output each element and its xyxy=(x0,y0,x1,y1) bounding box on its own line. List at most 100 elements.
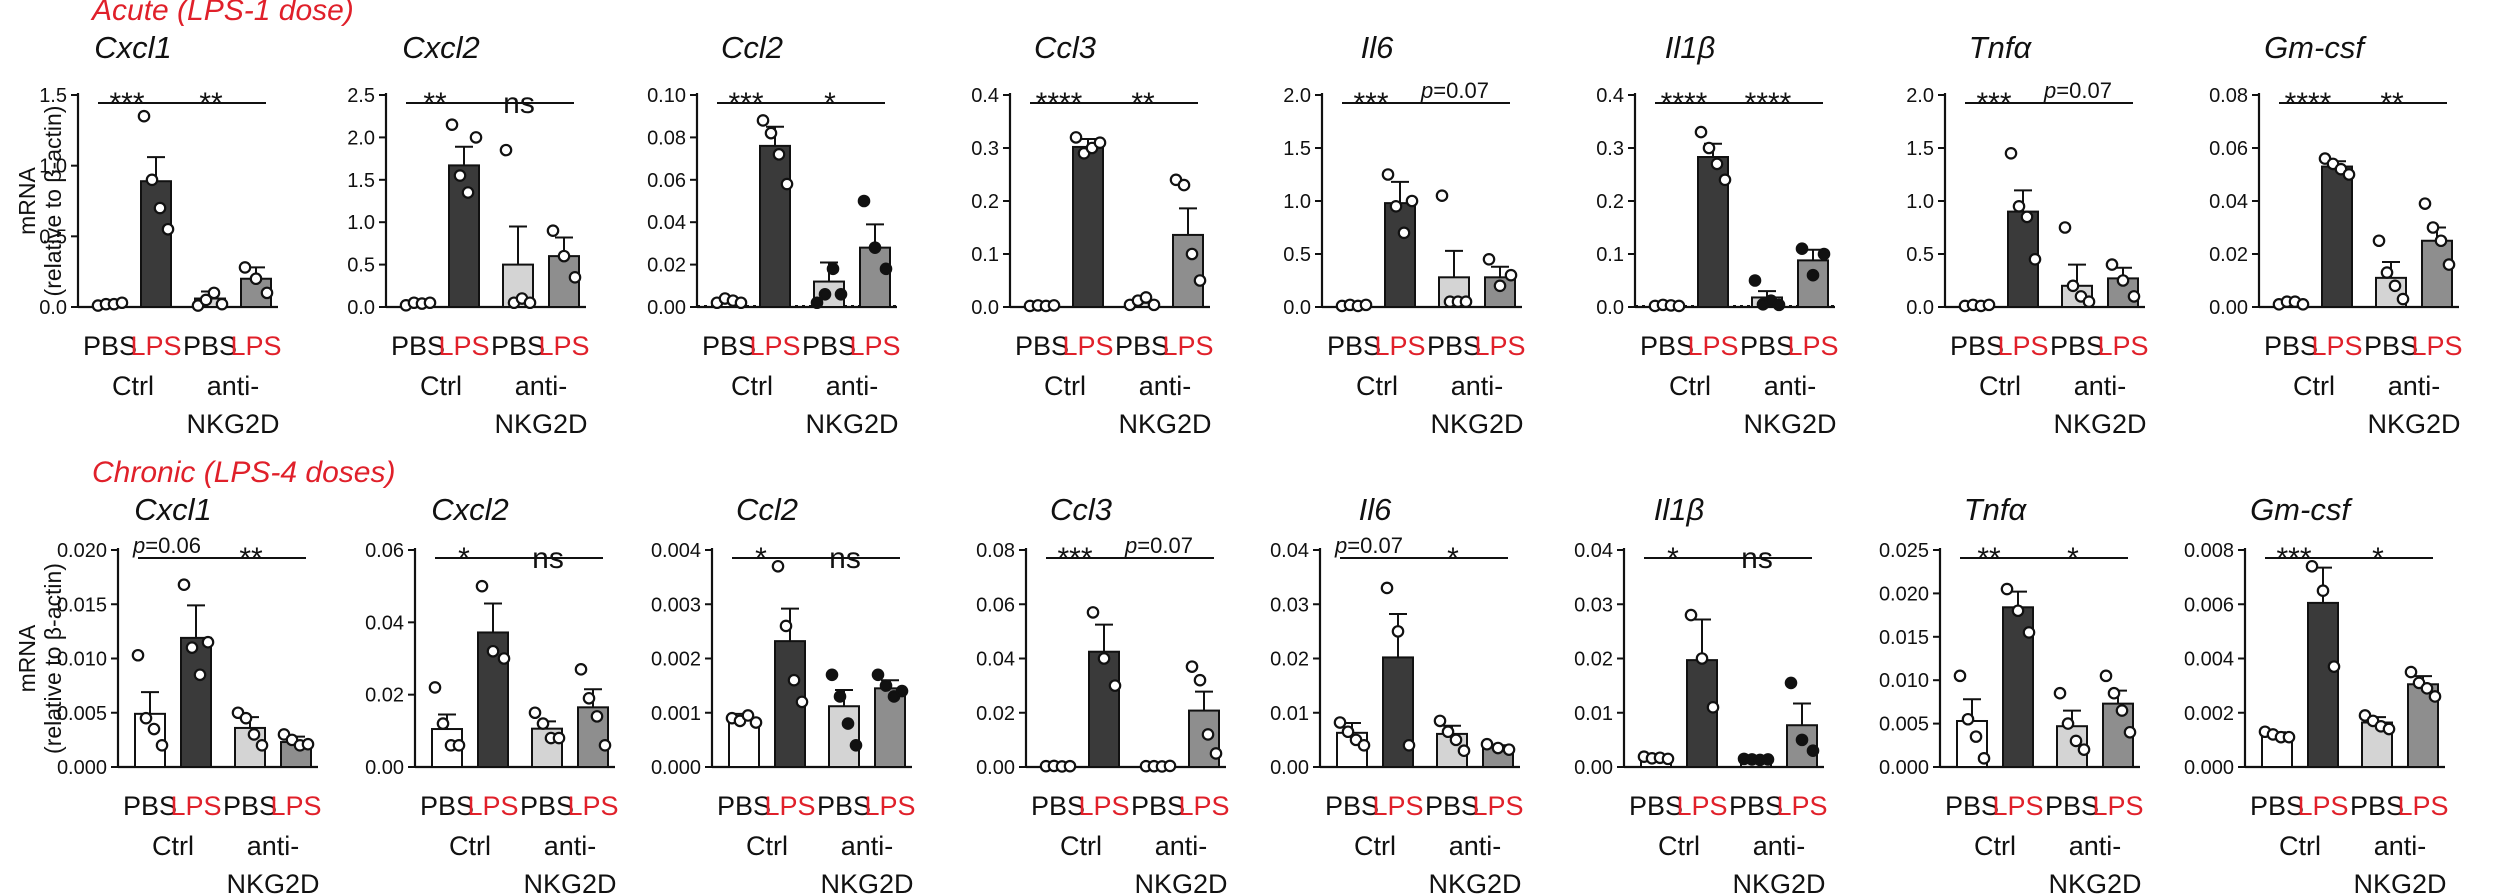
group-label-nkg2d: NKG2D xyxy=(820,869,913,894)
y-tick-label: 0.003 xyxy=(651,594,701,616)
data-point xyxy=(215,297,229,311)
y-tick-label: 2.0 xyxy=(347,127,375,149)
gene-title: Tnfα xyxy=(1964,492,2028,527)
significance-label: ns xyxy=(829,542,861,575)
y-tick-label: 0.00 xyxy=(976,757,1015,779)
y-tick-label: 2.5 xyxy=(347,85,375,107)
group-label-nkg2d: NKG2D xyxy=(186,409,279,439)
bar-pbs xyxy=(828,705,860,768)
data-point xyxy=(1969,730,1983,743)
data-point xyxy=(2420,682,2434,695)
condition-label-lps: LPS xyxy=(1162,331,1213,361)
data-point xyxy=(1097,652,1111,665)
group-label-ctrl: Ctrl xyxy=(420,371,462,401)
condition-label-lps: LPS xyxy=(2297,791,2348,821)
data-point xyxy=(193,668,207,682)
group-label-nkg2d: NKG2D xyxy=(1134,869,1227,894)
significance-label: ** xyxy=(199,87,223,120)
data-point xyxy=(2316,584,2330,597)
gene-title: Il6 xyxy=(1359,492,1393,527)
data-point xyxy=(2028,252,2042,266)
y-tick-label: 0.020 xyxy=(57,540,107,562)
data-point xyxy=(1694,125,1708,139)
condition-label-pbs: PBS xyxy=(123,791,177,821)
condition-label-lps: LPS xyxy=(270,791,321,821)
data-point xyxy=(1457,744,1471,758)
group-label-anti: anti- xyxy=(1753,831,1806,861)
data-point xyxy=(2434,234,2448,248)
data-point xyxy=(2428,690,2442,703)
y-tick-label: 0.06 xyxy=(2209,138,2248,160)
condition-label-pbs: PBS xyxy=(1640,331,1694,361)
condition-label-lps: LPS xyxy=(2092,791,2143,821)
y-tick-label: 0.10 xyxy=(647,85,686,107)
condition-label-lps: LPS xyxy=(1997,331,2048,361)
condition-label-pbs: PBS xyxy=(2350,791,2404,821)
y-tick-label: 0.010 xyxy=(1879,670,1929,692)
condition-label-pbs: PBS xyxy=(1425,791,1479,821)
significance-label: * xyxy=(2372,542,2384,575)
group-label-ctrl: Ctrl xyxy=(1974,831,2016,861)
data-point xyxy=(1069,131,1083,144)
data-point xyxy=(1108,679,1122,692)
data-point xyxy=(207,286,221,300)
group-label-anti: anti- xyxy=(1764,371,1817,401)
condition-label-pbs: PBS xyxy=(1950,331,2004,361)
y-tick-label: 0.02 xyxy=(976,703,1015,725)
data-point xyxy=(1482,252,1496,266)
group-label-anti: anti- xyxy=(1155,831,1208,861)
y-axis-label: mRNA (relative to β-actin) xyxy=(14,563,66,754)
condition-label-pbs: PBS xyxy=(1740,331,1794,361)
gene-title: Ccl3 xyxy=(1034,30,1096,65)
bar-lps xyxy=(180,636,212,769)
y-tick-label: 0.03 xyxy=(1574,594,1613,616)
condition-label-lps: LPS xyxy=(1474,331,1525,361)
y-tick-label: 0.06 xyxy=(365,540,404,562)
y-tick-label: 0.5 xyxy=(1283,244,1311,266)
y-axis-label-line1: mRNA xyxy=(14,624,40,692)
condition-label-pbs: PBS xyxy=(2364,331,2418,361)
bar-lps xyxy=(2407,683,2439,768)
group-label-anti: anti- xyxy=(2074,371,2127,401)
y-tick-label: 0.08 xyxy=(647,127,686,149)
condition-label-lps: LPS xyxy=(749,331,800,361)
data-point xyxy=(1185,660,1199,673)
condition-label-pbs: PBS xyxy=(1945,791,1999,821)
data-point xyxy=(1772,298,1786,312)
significance-label: **** xyxy=(1745,87,1792,120)
gene-title: Il1β xyxy=(1665,30,1715,65)
data-point xyxy=(756,114,770,127)
data-point xyxy=(1493,279,1507,293)
data-point xyxy=(833,690,847,703)
bar-lps xyxy=(140,180,172,308)
condition-label-pbs: PBS xyxy=(1427,331,1481,361)
data-point xyxy=(486,644,500,658)
data-point xyxy=(177,578,191,592)
data-point xyxy=(461,186,475,199)
condition-label-lps: LPS xyxy=(764,791,815,821)
condition-label-lps: LPS xyxy=(1078,791,1129,821)
bar-lps xyxy=(1072,145,1104,308)
group-label-ctrl: Ctrl xyxy=(1354,831,1396,861)
gene-title: Il1β xyxy=(1654,492,1704,527)
condition-label-pbs: PBS xyxy=(1131,791,1185,821)
condition-label-pbs: PBS xyxy=(2250,791,2304,821)
section-title: Chronic (LPS-4 doses) xyxy=(92,456,395,489)
data-point xyxy=(301,737,315,751)
data-point xyxy=(1961,712,1975,726)
condition-label-lps: LPS xyxy=(2397,791,2448,821)
data-point xyxy=(568,271,582,284)
condition-label-pbs: PBS xyxy=(520,791,574,821)
y-axis-label-line2: (relative to β-actin) xyxy=(40,563,66,754)
bar-lps xyxy=(1686,659,1718,768)
group-label-anti: anti- xyxy=(826,371,879,401)
data-point xyxy=(2116,274,2130,287)
data-point xyxy=(1063,759,1077,773)
data-point xyxy=(734,296,748,310)
condition-label-lps: LPS xyxy=(864,791,915,821)
y-tick-label: 0.02 xyxy=(1574,649,1613,671)
